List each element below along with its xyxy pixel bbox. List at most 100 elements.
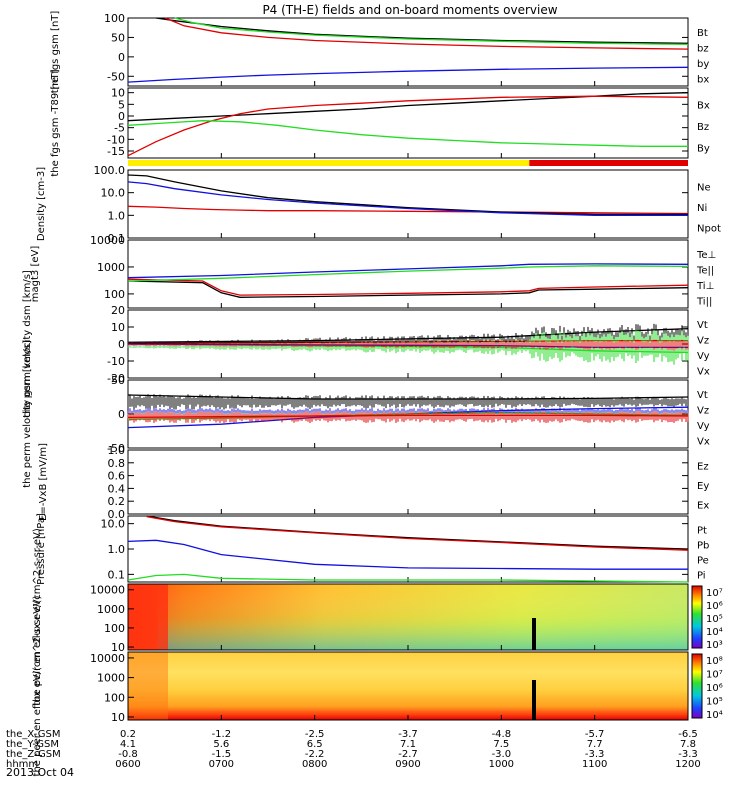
ephemeris-value: 0700 (209, 759, 234, 770)
y-tick-label: -20 (107, 372, 125, 385)
panel-frame (127, 169, 689, 239)
colorbar (691, 653, 703, 719)
ephemeris-row-label: the_Y-GSM (6, 739, 59, 750)
legend-entry: Vx (697, 436, 710, 447)
legend-entry: Bt (697, 28, 708, 39)
date-label: 2013 Oct 04 (6, 766, 74, 779)
legend-entry: By (697, 143, 710, 154)
legend-entry: Ti|| (696, 296, 712, 307)
y-tick-label: -10 (107, 355, 125, 368)
y-axis-label: the fgs gsm [nT] (50, 11, 61, 94)
ephemeris-value: -3.3 (585, 749, 605, 760)
legend-entry: Ex (697, 500, 709, 511)
y-tick-label: 0 (118, 408, 125, 421)
y-tick-label: 10000 (90, 584, 125, 597)
y-tick-label: 50 (111, 31, 125, 44)
y-tick-label: 0.6 (108, 470, 126, 483)
y-tick-label: -50 (107, 70, 125, 83)
legend-entry: Npot (697, 224, 721, 235)
legend-entry: Te|| (696, 265, 714, 276)
y-axis-label: the fgs gsm -T89 [nT] (50, 69, 61, 176)
series-Te⊥ (127, 278, 689, 296)
y-axis-label: the perm velocity gsm [km/s] (22, 340, 33, 488)
y-tick-label: 50 (111, 374, 125, 387)
y-tick-label: -10 (107, 133, 125, 146)
ephemeris-value: -2.2 (305, 749, 325, 760)
y-axis-label: the peir en eflux eV/(cm^2-s-sr-eV) (32, 528, 43, 706)
spectrogram-peir: 10000 1000 100 10 the peir en eflux eV/(cm^2… (32, 528, 723, 706)
colorbar (691, 585, 703, 649)
colorbar-tick-label: 10⁵ (706, 697, 723, 708)
y-axis-label: Pressure [nPa] (36, 513, 47, 585)
ephemeris-value: 6.5 (307, 739, 323, 750)
y-tick-label: 1.0 (108, 444, 126, 457)
legend-entry: Pi (697, 571, 706, 582)
ephemeris-value: -2.7 (398, 749, 418, 760)
series-Te|| (127, 280, 689, 298)
legend-entry: Ne (697, 182, 711, 193)
noise-band-vt (127, 394, 689, 410)
legend-entry: Ni (697, 203, 707, 214)
y-tick-label: -5 (114, 122, 125, 135)
legend-entry: Vt (697, 320, 708, 331)
y-tick-label: 0 (118, 110, 125, 123)
data-gap-marker (532, 680, 536, 720)
ephemeris-value: -1.5 (212, 749, 232, 760)
y-tick-label: -15 (107, 145, 125, 158)
ephemeris-value: 0900 (395, 759, 420, 770)
spectrogram-peer: 10000 1000 100 10 the peer en eflux eV/(cm^2… (32, 595, 723, 776)
y-tick-label: 10000 (90, 234, 125, 247)
y-tick-label: 1000 (97, 603, 125, 616)
legend-entry: Vx (697, 366, 710, 377)
y-tick-label: 10 (111, 641, 125, 654)
colorbar-tick-label: 10⁷ (706, 588, 723, 599)
legend-entry: Pe (697, 556, 709, 567)
series-Npot (127, 181, 688, 216)
colorbar-tick-label: 10⁸ (706, 656, 723, 667)
ephemeris-value: -6.5 (678, 729, 698, 740)
series-Bt (155, 17, 689, 44)
ephemeris-value: -1.2 (212, 729, 232, 740)
ephemeris-labels: the_X-GSM 0.2 -1.2 -2.5 -3.7 -4.8 -5.7 -6.5 the_… (6, 729, 701, 770)
noise-band-vz (127, 411, 689, 423)
ephemeris-value: 4.1 (120, 739, 136, 750)
ephemeris-value: -0.8 (118, 749, 138, 760)
colorbar-tick-label: 10³ (706, 640, 723, 651)
panel-fgs: 100 50 0 -50 the fgs gsm [nT] Bt bz by bx (50, 11, 709, 94)
ephemeris-row-label: hhmm (6, 759, 38, 770)
y-axis-label: Density [cm-3] (36, 167, 47, 241)
quality-flag-bar (128, 160, 530, 166)
ephemeris-row-label: the_X-GSM (6, 729, 60, 740)
y-tick-label: 100 (104, 288, 125, 301)
panel-density: 100.0 10.0 1.0 0.1 Density [cm-3] Ne Ni Npot (36, 164, 721, 245)
series-Pe (127, 573, 689, 583)
colorbar-tick-label: 10⁴ (706, 627, 723, 638)
y-tick-label: 10.0 (101, 518, 126, 531)
y-axis-label: magt3 [eV] (30, 246, 41, 303)
series-By (127, 120, 688, 147)
series-Pt (146, 515, 689, 550)
y-tick-label: 20 (111, 304, 125, 317)
panel-pressure: 10.0 1.0 0.1 Pressure [nPa] Pt Pb Pe Pi (36, 513, 709, 585)
y-tick-label: 10 (111, 711, 125, 724)
ephemeris-value: 7.1 (400, 739, 416, 750)
ephemeris-value: 0600 (115, 759, 140, 770)
y-tick-label: 100.0 (94, 164, 126, 177)
legend-entry: Vy (697, 421, 710, 432)
panel-frame (127, 17, 689, 87)
y-tick-label: 0 (118, 51, 125, 64)
legend-entry: bx (697, 74, 709, 85)
y-tick-label: -50 (107, 442, 125, 455)
series-Ti|| (127, 265, 689, 282)
data-gap-marker (532, 618, 536, 650)
ephemeris-value: 0800 (302, 759, 327, 770)
series-bx (127, 66, 689, 83)
ephemeris-value: -3.3 (678, 749, 698, 760)
legend-entry: Bx (697, 101, 710, 112)
ephemeris-value: 5.6 (213, 739, 229, 750)
panel-frame (127, 239, 689, 309)
legend-entry: Te⊥ (696, 250, 716, 261)
y-tick-label: 1000 (97, 672, 125, 685)
y-tick-label: 10.0 (101, 187, 126, 200)
